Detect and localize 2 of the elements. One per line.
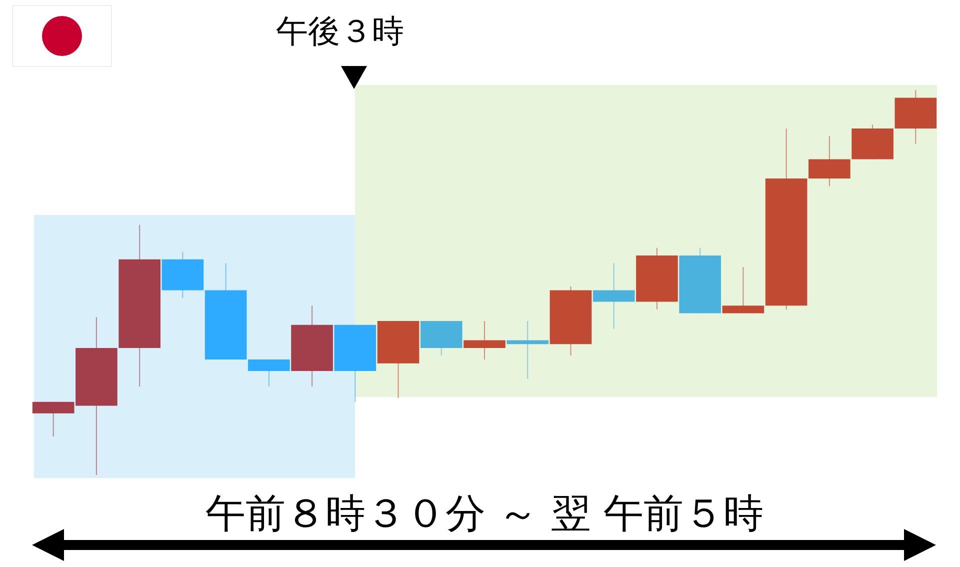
text: 午後３時 <box>276 12 404 50</box>
text: 午前８時３０分 ～ 翌 午前５時 <box>205 491 764 537</box>
